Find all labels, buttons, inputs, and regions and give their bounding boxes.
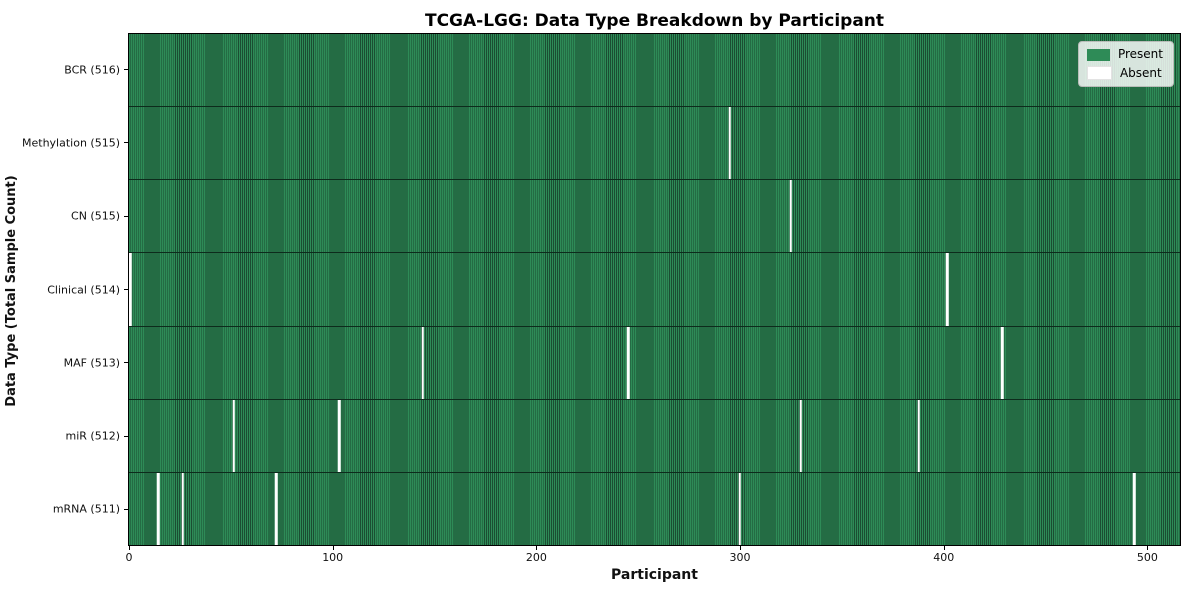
legend-item-absent: Absent bbox=[1086, 65, 1163, 80]
absent-marker bbox=[789, 180, 792, 253]
x-tick-mark bbox=[129, 546, 131, 550]
heatmap-row bbox=[129, 398, 1180, 472]
heatmap-row bbox=[129, 106, 1180, 180]
heatmap-row bbox=[129, 252, 1180, 326]
x-tick-label: 200 bbox=[525, 551, 547, 564]
y-tick-mark bbox=[124, 142, 128, 144]
heatmap-row bbox=[129, 325, 1180, 399]
x-tick-mark bbox=[1147, 546, 1149, 550]
legend-label-present: Present bbox=[1117, 47, 1163, 61]
x-tick-mark bbox=[740, 546, 742, 550]
y-tick-label: CN (515) bbox=[71, 209, 120, 223]
absent-marker bbox=[738, 472, 742, 545]
heatmap-rows bbox=[129, 34, 1180, 545]
absent-marker bbox=[945, 253, 949, 326]
absent-marker bbox=[1133, 472, 1136, 545]
x-tick-label: 400 bbox=[933, 551, 955, 564]
absent-swatch bbox=[1086, 66, 1112, 80]
absent-marker bbox=[917, 399, 921, 472]
y-tick-label: BCR (516) bbox=[64, 63, 120, 77]
absent-marker bbox=[181, 472, 185, 545]
x-tick-label: 100 bbox=[322, 551, 344, 564]
legend-item-present: Present bbox=[1086, 47, 1163, 61]
y-tick-label: Clinical (514) bbox=[47, 283, 120, 296]
y-tick-mark bbox=[124, 289, 128, 290]
absent-marker bbox=[421, 326, 424, 399]
y-tick-mark bbox=[124, 508, 128, 510]
y-tick-mark bbox=[124, 215, 128, 217]
y-tick-mark bbox=[124, 435, 128, 437]
y-tick-mark bbox=[124, 362, 128, 364]
absent-marker bbox=[338, 399, 341, 472]
absent-marker bbox=[232, 399, 235, 472]
y-tick-label: MAF (513) bbox=[63, 356, 120, 370]
y-tick-mark bbox=[124, 69, 128, 71]
y-tick-label: Methylation (515) bbox=[22, 136, 120, 150]
absent-marker bbox=[728, 107, 731, 180]
heatmap-row bbox=[129, 34, 1180, 107]
legend: Present Absent bbox=[1077, 41, 1174, 87]
heatmap-row bbox=[129, 179, 1180, 253]
present-swatch bbox=[1086, 48, 1110, 61]
x-axis-label: Participant bbox=[611, 567, 698, 583]
absent-marker bbox=[799, 399, 803, 472]
x-tick-label: 300 bbox=[729, 551, 751, 564]
plot-area: Present Absent bbox=[128, 33, 1181, 546]
x-tick-mark bbox=[943, 546, 945, 550]
y-tick-label: mRNA (511) bbox=[52, 502, 120, 516]
y-tick-label: miR (512) bbox=[65, 429, 121, 443]
chart-title: TCGA-LGG: Data Type Breakdown by Partici… bbox=[424, 11, 885, 31]
legend-label-absent: Absent bbox=[1119, 65, 1162, 80]
absent-marker bbox=[626, 326, 630, 399]
x-tick-mark bbox=[536, 546, 538, 550]
x-tick-mark bbox=[332, 546, 334, 550]
y-axis-label: Data Type (Total Sample Count) bbox=[4, 175, 19, 407]
absent-marker bbox=[129, 253, 132, 326]
x-tick-label: 0 bbox=[125, 551, 133, 564]
absent-marker bbox=[275, 472, 278, 545]
heatmap-row bbox=[129, 471, 1180, 545]
absent-marker bbox=[157, 472, 160, 545]
absent-marker bbox=[1000, 326, 1004, 399]
x-tick-label: 500 bbox=[1136, 551, 1158, 564]
